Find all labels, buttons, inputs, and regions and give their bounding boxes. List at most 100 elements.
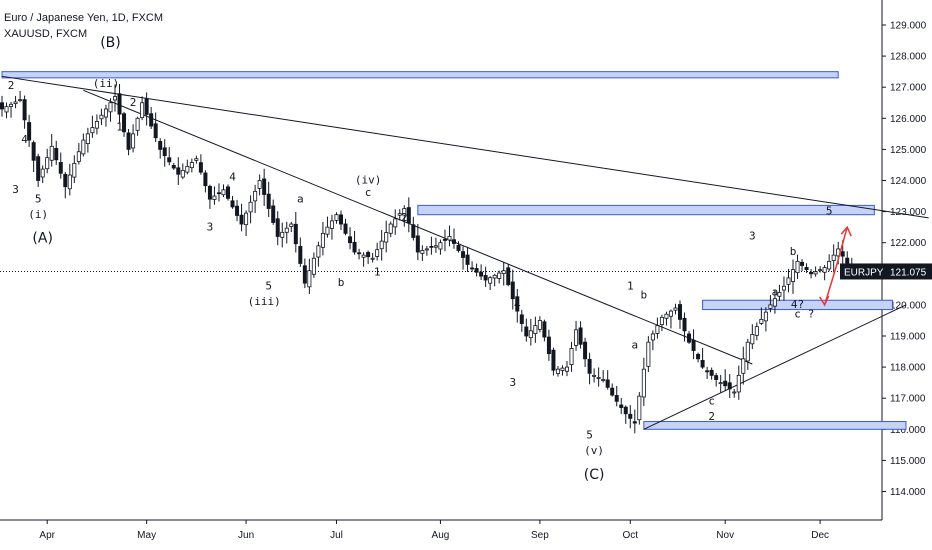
candle-body	[510, 281, 515, 300]
candle-body	[76, 151, 81, 162]
price-tick-label: 126.000	[890, 114, 927, 125]
candle-body	[637, 395, 642, 421]
candle-body	[140, 102, 145, 119]
candle-body	[732, 391, 737, 394]
candle-body	[583, 341, 588, 360]
candle-body	[420, 250, 425, 254]
price-tick-label: 119.000	[890, 332, 926, 343]
support-resistance-zone[interactable]	[1, 71, 839, 79]
candle-body	[18, 99, 23, 102]
candle-body	[429, 245, 434, 248]
candle-body	[750, 334, 755, 345]
price-tick-label: 129.000	[890, 21, 927, 32]
candle-body	[668, 310, 673, 317]
candle-body	[470, 267, 475, 270]
candle-body	[298, 246, 303, 264]
price-tick-label: 124.000	[890, 176, 927, 187]
time-tick-label: Jun	[238, 530, 254, 541]
candle-body	[551, 349, 556, 371]
candle-body	[36, 156, 41, 181]
wave-label: 2	[130, 96, 137, 109]
candle-body	[203, 172, 208, 187]
candle-body	[763, 311, 768, 322]
projection-arrow[interactable]	[823, 226, 848, 306]
candle-body	[171, 165, 176, 169]
projection-arrow-head	[840, 225, 852, 237]
candle-body	[777, 292, 782, 297]
wave-label: a	[297, 192, 304, 205]
wave-label: b	[790, 245, 797, 258]
candle-body	[759, 319, 764, 324]
candle-body	[565, 366, 570, 372]
candle-body	[655, 325, 660, 334]
candle-body	[221, 189, 226, 196]
candle-body	[800, 261, 805, 266]
candle-body	[555, 368, 560, 374]
wave-label: 5	[826, 205, 833, 218]
wave-label: 4	[514, 298, 521, 311]
wave-label: 2	[8, 79, 15, 92]
candle-body	[804, 267, 809, 271]
wave-label: 1	[374, 265, 381, 278]
candle-body	[135, 117, 140, 131]
candle-body	[542, 321, 547, 338]
wave-label: 1	[627, 279, 634, 292]
candle-body	[379, 240, 384, 250]
last-price-value: 121.075	[890, 267, 927, 278]
chart-title: Euro / Japanese Yen, 1D, FXCM	[4, 12, 163, 24]
candle-body	[682, 317, 687, 332]
support-resistance-zone[interactable]	[417, 204, 875, 216]
candle-body	[483, 275, 488, 281]
candle-body	[768, 304, 773, 309]
candle-body	[451, 239, 456, 244]
wave-label: (iii)	[248, 295, 281, 308]
candle-body	[745, 341, 750, 362]
candle-body	[375, 249, 380, 257]
candle-body	[49, 145, 54, 161]
candle-body	[515, 296, 520, 312]
candle-body	[384, 232, 389, 243]
support-resistance-zone[interactable]	[702, 299, 893, 311]
candle-body	[822, 267, 827, 273]
candle-body	[723, 380, 728, 387]
candle-body	[225, 186, 230, 199]
candle-body	[411, 224, 416, 238]
candle-body	[546, 336, 551, 355]
candle-body	[791, 269, 796, 282]
price-tick-label: 120.000	[890, 300, 927, 311]
wave-label: b	[641, 289, 648, 302]
candle-body	[641, 368, 646, 398]
candle-body	[216, 192, 221, 195]
candle-body	[302, 265, 307, 284]
projection-arrow-tail	[819, 295, 830, 307]
candle-body	[574, 329, 579, 346]
trend-line[interactable]	[643, 304, 907, 430]
wave-label: c	[708, 394, 715, 407]
candle-body	[456, 245, 461, 251]
wave-label: 5	[586, 429, 593, 442]
candle-body	[718, 382, 723, 385]
candle-body	[266, 193, 271, 209]
candle-body	[257, 180, 262, 189]
candle-body	[126, 132, 131, 150]
candle-body	[519, 314, 524, 324]
price-tick-label: 114.000	[890, 487, 926, 498]
price-tick-label: 125.000	[890, 145, 927, 156]
candle-body	[262, 178, 267, 195]
candle-body	[361, 254, 366, 258]
wave-label: 2	[708, 410, 715, 423]
candle-body	[406, 207, 411, 224]
candle-body	[253, 190, 258, 202]
wave-label: (i)	[28, 208, 48, 221]
trend-line[interactable]	[1, 75, 929, 219]
candle-body	[560, 367, 565, 371]
wave-label: 3	[12, 183, 19, 196]
candle-body	[614, 395, 619, 402]
candle-body	[167, 157, 172, 163]
time-tick-label: Apr	[39, 530, 55, 541]
candle-body	[9, 103, 14, 107]
support-resistance-zone[interactable]	[643, 421, 907, 430]
candle-body	[818, 269, 823, 272]
